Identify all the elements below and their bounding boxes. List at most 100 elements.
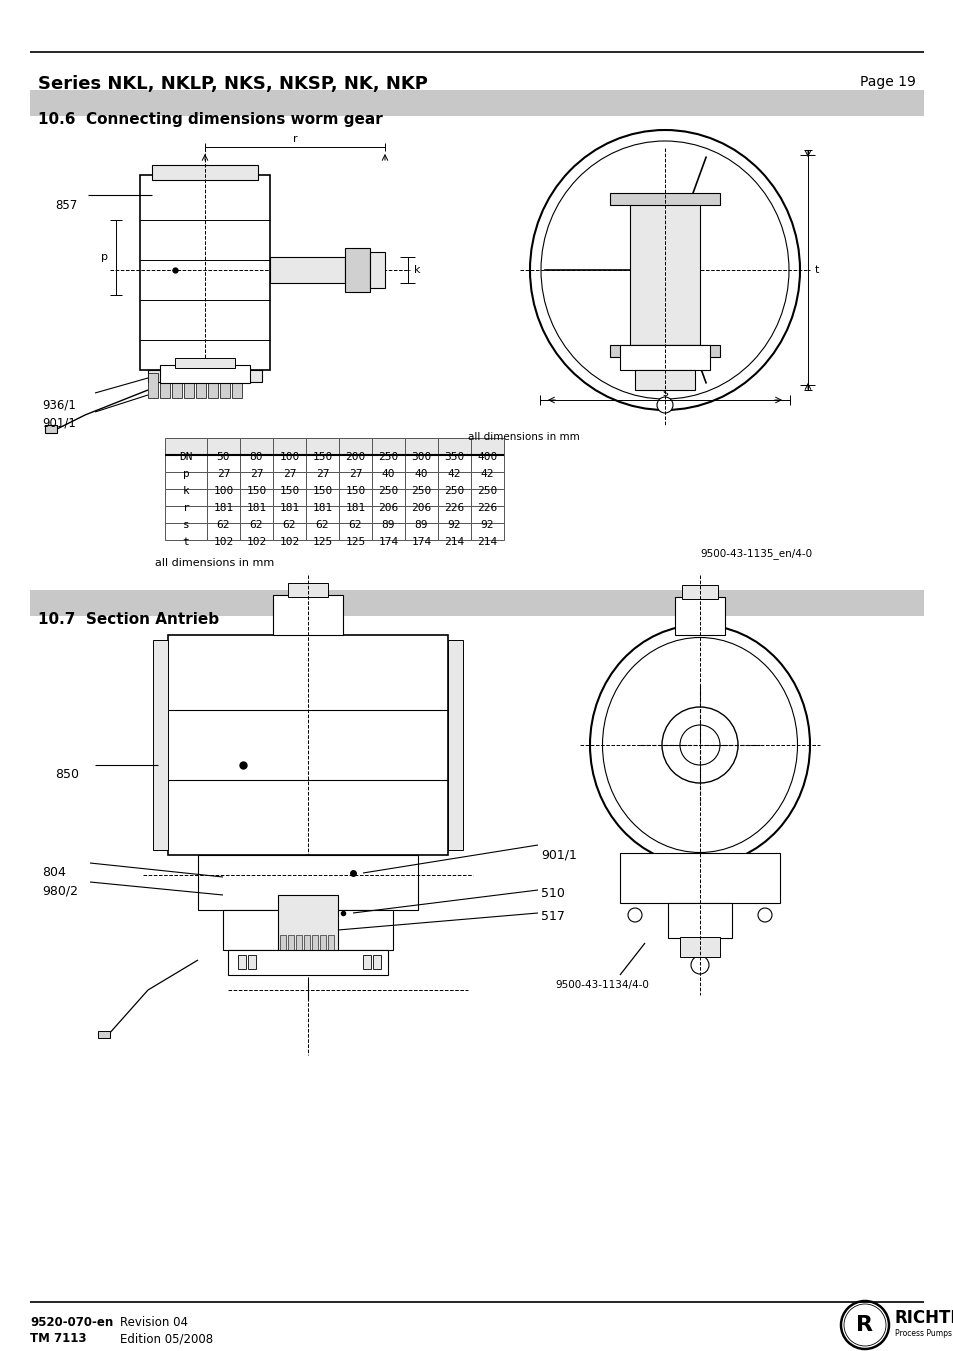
Text: Edition 05/2008: Edition 05/2008: [120, 1332, 213, 1346]
Bar: [372, 438, 405, 455]
Bar: [273, 507, 306, 523]
Text: 857: 857: [55, 199, 77, 212]
Bar: [675, 597, 724, 635]
Text: 936/1: 936/1: [42, 399, 76, 411]
Bar: [405, 489, 437, 507]
Bar: [148, 370, 262, 382]
Bar: [270, 257, 345, 282]
Text: 62: 62: [282, 520, 296, 530]
Text: 102: 102: [213, 536, 233, 547]
Bar: [370, 253, 385, 288]
Text: 181: 181: [246, 503, 266, 513]
Bar: [471, 455, 503, 471]
Bar: [405, 438, 437, 455]
Bar: [273, 471, 306, 489]
Text: Page 19: Page 19: [860, 76, 915, 89]
Ellipse shape: [602, 638, 797, 852]
Bar: [172, 373, 182, 399]
Bar: [198, 855, 417, 911]
Text: 42: 42: [447, 469, 460, 480]
Text: r: r: [293, 134, 297, 145]
Text: 9520-070-en: 9520-070-en: [30, 1316, 113, 1329]
Bar: [609, 345, 720, 357]
Bar: [184, 373, 193, 399]
Text: 174: 174: [378, 536, 398, 547]
Text: 50: 50: [216, 453, 230, 462]
Bar: [237, 955, 246, 969]
Text: p: p: [101, 253, 108, 262]
Bar: [277, 894, 337, 955]
Bar: [273, 455, 306, 471]
Bar: [220, 373, 230, 399]
Bar: [30, 590, 923, 616]
Bar: [306, 471, 338, 489]
Bar: [165, 471, 207, 489]
Bar: [160, 373, 170, 399]
Bar: [635, 370, 695, 390]
Bar: [273, 438, 306, 455]
Text: TM 7113: TM 7113: [30, 1332, 87, 1346]
Bar: [372, 489, 405, 507]
Text: Process Pumps & Valves: Process Pumps & Valves: [894, 1328, 953, 1337]
Ellipse shape: [589, 626, 809, 865]
Circle shape: [841, 1301, 888, 1350]
Bar: [681, 585, 718, 598]
Text: 150: 150: [312, 453, 333, 462]
Text: k: k: [414, 265, 420, 276]
Text: 181: 181: [279, 503, 299, 513]
Bar: [372, 471, 405, 489]
Text: 27: 27: [315, 469, 329, 480]
Text: 125: 125: [345, 536, 365, 547]
Bar: [338, 471, 372, 489]
Text: 206: 206: [411, 503, 431, 513]
Bar: [207, 489, 240, 507]
Bar: [405, 471, 437, 489]
Bar: [240, 523, 273, 540]
Bar: [240, 471, 273, 489]
Bar: [306, 507, 338, 523]
Text: 10.7  Section Antrieb: 10.7 Section Antrieb: [38, 612, 219, 627]
Bar: [207, 523, 240, 540]
Text: 27: 27: [250, 469, 263, 480]
Bar: [338, 507, 372, 523]
Bar: [152, 165, 257, 180]
Text: t: t: [182, 536, 190, 547]
Text: 214: 214: [444, 536, 464, 547]
Bar: [437, 489, 471, 507]
Text: 92: 92: [447, 520, 460, 530]
Text: Series NKL, NKLP, NKS, NKSP, NK, NKP: Series NKL, NKLP, NKS, NKSP, NK, NKP: [38, 76, 428, 93]
Bar: [306, 523, 338, 540]
Text: 62: 62: [216, 520, 230, 530]
Bar: [207, 455, 240, 471]
Bar: [372, 523, 405, 540]
Text: all dimensions in mm: all dimensions in mm: [468, 432, 579, 442]
Text: 89: 89: [381, 520, 395, 530]
Bar: [373, 955, 380, 969]
Text: 350: 350: [444, 453, 464, 462]
Bar: [471, 438, 503, 455]
Text: 200: 200: [345, 453, 365, 462]
Text: 150: 150: [345, 486, 365, 496]
Bar: [232, 373, 242, 399]
Text: 150: 150: [246, 486, 266, 496]
Bar: [437, 523, 471, 540]
Text: 206: 206: [378, 503, 398, 513]
Bar: [240, 489, 273, 507]
Text: 100: 100: [213, 486, 233, 496]
Text: 214: 214: [476, 536, 497, 547]
Bar: [195, 373, 206, 399]
Bar: [312, 935, 317, 970]
Text: s: s: [182, 520, 190, 530]
Text: 27: 27: [282, 469, 296, 480]
Bar: [304, 935, 310, 970]
Circle shape: [690, 957, 708, 974]
Bar: [288, 584, 328, 597]
Text: 901/1: 901/1: [42, 416, 76, 430]
Bar: [679, 938, 720, 957]
Circle shape: [661, 707, 738, 784]
Bar: [405, 455, 437, 471]
Text: 850: 850: [55, 767, 79, 781]
Bar: [338, 438, 372, 455]
Bar: [363, 955, 371, 969]
Bar: [405, 507, 437, 523]
